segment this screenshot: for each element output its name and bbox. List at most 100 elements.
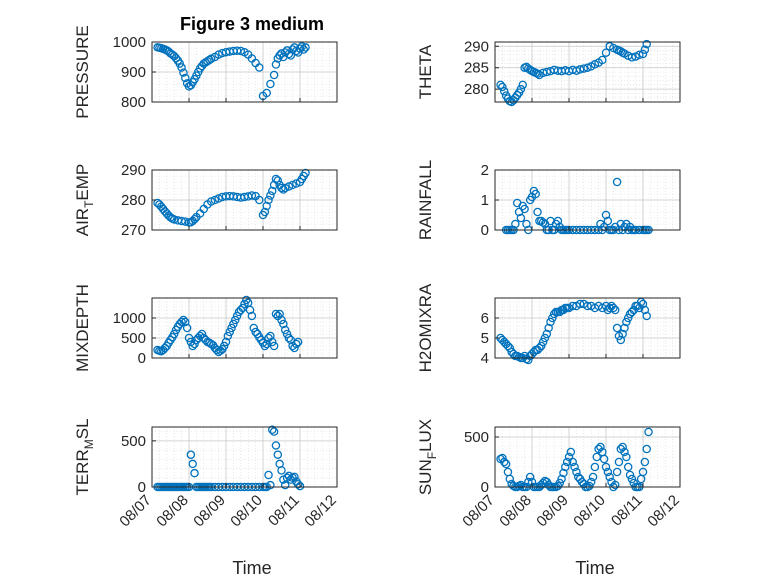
mixdepth-data-point <box>245 305 255 315</box>
mixdepth-ylabel: MIXDEPTH <box>73 284 92 372</box>
mixdepth-data-point <box>290 343 299 353</box>
sun-flux-data-point <box>499 457 509 467</box>
theta-data-point <box>601 48 611 57</box>
h2omixra-ytick-label: 6 <box>481 310 489 327</box>
air-temp-series <box>153 168 310 227</box>
theta-data-point <box>598 55 607 65</box>
terr-msl-data-point <box>290 472 299 482</box>
pressure-data-point <box>299 45 308 54</box>
sun-flux-data-point <box>570 462 579 472</box>
terr-msl-data-point <box>190 468 199 478</box>
rainfall-data-point <box>603 216 613 226</box>
sun-flux-data-point <box>592 452 602 462</box>
pressure-series <box>153 42 310 101</box>
mixdepth-data-point <box>271 309 281 319</box>
sun-flux-data-point <box>586 477 596 487</box>
terr-msl-data-point <box>271 441 281 450</box>
mixdepth-data-point <box>219 341 229 351</box>
mixdepth-data-point <box>267 337 277 347</box>
theta-data-point <box>516 84 526 94</box>
sun-flux-data-point <box>605 472 614 482</box>
sun-flux-data-point <box>614 457 624 467</box>
pressure-data-point <box>175 59 184 68</box>
sun-flux-data-point <box>627 474 637 484</box>
theta-data-point <box>638 49 648 59</box>
sun-flux-data-point <box>524 477 533 487</box>
air-temp-data-point <box>255 195 264 205</box>
terr-msl-axes-box <box>151 426 338 488</box>
h2omixra-data-point <box>642 311 651 321</box>
pressure-data-point <box>269 70 279 80</box>
mixdepth-data-point <box>184 333 194 343</box>
mixdepth-data-point <box>229 319 238 329</box>
mixdepth-data-point <box>225 327 234 337</box>
mixdepth-data-point <box>169 329 179 339</box>
air-temp-data-point <box>273 176 283 185</box>
mixdepth-data-point <box>260 341 270 351</box>
h2omixra-data-point <box>616 335 626 345</box>
pressure-data-point <box>301 43 310 52</box>
pressure-data-point <box>271 60 281 69</box>
mixdepth-data-point <box>212 345 221 355</box>
mixdepth-data-point <box>284 333 294 343</box>
mixdepth-data-point <box>197 329 207 339</box>
subplot-mixdepth: 0 500 1000 MIXDEPTH <box>73 284 338 372</box>
theta-data-point <box>627 53 637 62</box>
sun-flux-data-point <box>568 457 577 467</box>
sun-flux-data-point <box>640 457 650 467</box>
sun-flux-data-point <box>603 467 613 477</box>
pressure-ytick-label: 900 <box>121 64 146 81</box>
h2omixra-data-point <box>611 305 620 315</box>
theta-ylabel: THETA <box>416 44 435 99</box>
theta-ytick-label: 280 <box>464 81 489 98</box>
h2omixra-ytick-label: 5 <box>481 330 489 347</box>
h2omixra-data-point <box>638 299 648 309</box>
sun-flux-data-point <box>625 470 635 480</box>
mixdepth-data-point <box>282 329 292 339</box>
air-temp-data-point <box>260 207 270 217</box>
air-temp-data-point <box>288 180 297 190</box>
figure-title: Figure 3 medium <box>180 14 324 34</box>
theta-data-point <box>498 82 507 92</box>
mixdepth-data-point <box>236 305 246 315</box>
h2omixra-data-point <box>605 303 614 313</box>
sun-flux-data-point <box>623 462 633 472</box>
rainfall-data-point <box>601 210 611 220</box>
terr-msl-data-point <box>188 459 197 469</box>
pressure-data-point <box>177 63 186 72</box>
h2omixra-data-point <box>542 329 552 339</box>
h2omixra-ytick-label: 4 <box>481 350 489 367</box>
air-temp-data-point <box>262 201 271 211</box>
terr-msl-data-point <box>277 466 286 475</box>
air-temp-ytick-label: 280 <box>121 192 146 209</box>
h2omixra-data-point <box>524 355 533 365</box>
air-temp-data-point <box>271 174 281 184</box>
h2omixra-data-point <box>505 343 515 353</box>
mixdepth-data-point <box>227 323 236 333</box>
h2omixra-data-point <box>622 317 631 327</box>
air-temp-ytick-label: 290 <box>121 162 146 179</box>
air-temp-data-point <box>292 179 301 188</box>
mixdepth-data-point <box>238 303 247 313</box>
sun-flux-data-point <box>611 480 620 490</box>
subplot-h2omixra: 4 5 6 H2OMIXRA <box>416 283 681 372</box>
theta-data-point <box>579 64 589 73</box>
sun-flux-data-point <box>585 481 594 491</box>
mixdepth-data-point <box>221 337 231 347</box>
theta-axes-box <box>494 41 681 103</box>
mixdepth-data-point <box>181 317 190 327</box>
air-temp-data-point <box>247 191 257 200</box>
terr-msl-data-point <box>269 427 279 436</box>
pressure-ytick-label: 1000 <box>113 34 146 51</box>
terr-msl-data-point <box>293 479 303 489</box>
sun-flux-data-point <box>588 472 598 482</box>
air-temp-data-point <box>266 191 275 200</box>
sun-flux-data-point <box>601 462 611 472</box>
mixdepth-data-point <box>262 339 271 349</box>
h2omixra-data-point <box>548 313 557 323</box>
mixdepth-data-point <box>232 311 242 321</box>
sun-flux-data-point <box>618 442 627 452</box>
h2omixra-data-point <box>537 341 546 351</box>
terr-msl-data-point <box>295 481 305 491</box>
